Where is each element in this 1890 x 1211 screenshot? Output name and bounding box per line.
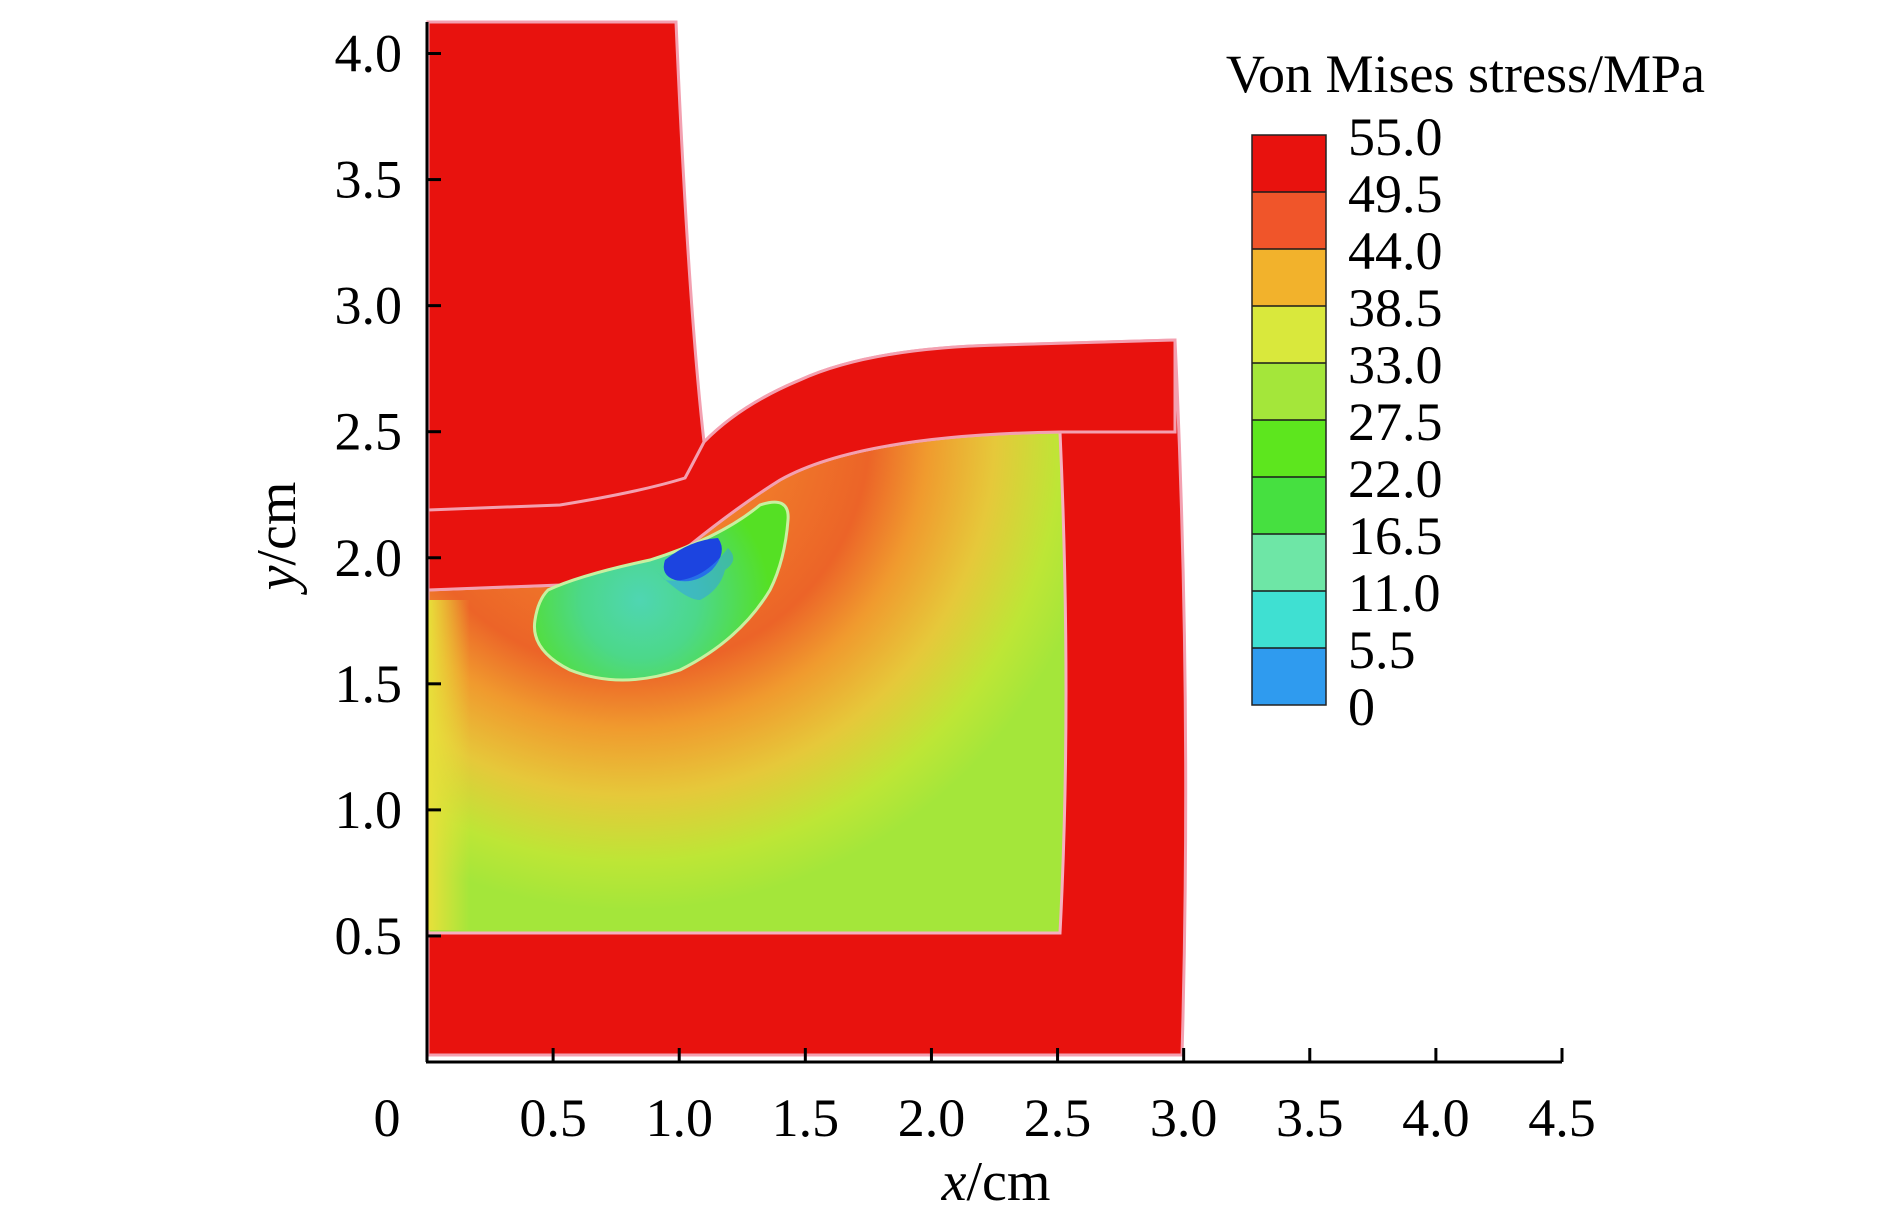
upper-boundary-band [426,338,1177,592]
left-edge-band [428,600,470,930]
colorbar-level-label: 27.5 [1348,392,1443,452]
x-tick-label: 2.0 [898,1088,966,1148]
colorbar-segment [1252,192,1326,249]
x-tick-label: 0 [374,1088,401,1148]
colorbar-level-label: 22.0 [1348,449,1443,509]
colorbar-segment [1252,363,1326,420]
colorbar-labels: 55.049.544.038.533.027.522.016.511.05.50 [1348,107,1443,737]
colorbar-level-label: 55.0 [1348,107,1443,167]
x-tick-label: 1.0 [645,1088,713,1148]
y-tick-label: 2.0 [335,528,403,588]
low-stress-zone [532,500,790,682]
colorbar-level-label: 0 [1348,677,1375,737]
colorbar-segments [1251,134,1327,706]
colorbar-segment [1252,420,1326,477]
colorbar-segment [1252,648,1326,705]
y-tick-label: 3.5 [335,150,403,210]
colorbar-segment [1252,591,1326,648]
colorbar-level-label: 44.0 [1348,221,1443,281]
colorbar-level-label: 5.5 [1348,620,1416,680]
colorbar-title: Von Mises stress/MPa [1226,44,1705,104]
colorbar-level-label: 38.5 [1348,278,1443,338]
x-tick-label: 0.5 [519,1088,587,1148]
x-axis-ticks [551,1048,1564,1062]
y-tick-label: 4.0 [335,24,403,84]
colorbar-level-label: 11.0 [1348,563,1441,623]
colorbar-level-label: 33.0 [1348,335,1443,395]
colorbar-frame [1251,134,1327,706]
axes: 0 0.5 1.0 1.5 2.0 2.5 3.0 3.5 4.0 4.5 0.5 1.0 1.5 2.… [246,22,1596,1211]
y-tick-label: 2.5 [335,402,403,462]
colorbar-level-label: 49.5 [1348,164,1443,224]
contour-field [426,20,1188,1057]
colorbar-segment [1252,306,1326,363]
y-tick-label: 1.5 [335,654,403,714]
x-tick-label: 1.5 [772,1088,840,1148]
colorbar-segment [1252,249,1326,306]
y-axis-tick-labels: 0.5 1.0 1.5 2.0 2.5 3.0 3.5 4.0 [335,24,403,966]
x-tick-label: 4.5 [1528,1088,1596,1148]
colorbar-segment [1252,534,1326,591]
colorbar-segment [1252,135,1326,192]
minimum-stress-halo [655,548,734,600]
x-axis-title: x/cm [941,1151,1051,1211]
y-tick-label: 3.0 [335,276,403,336]
colorbar-legend: Von Mises stress/MPa 55.049.544.038.533.… [1226,44,1705,737]
x-tick-label: 4.0 [1402,1088,1470,1148]
y-axis-title: y/cm [246,482,308,596]
x-tick-label: 2.5 [1024,1088,1092,1148]
colorbar-segment [1252,477,1326,534]
y-tick-label: 0.5 [335,906,403,966]
x-tick-label: 3.5 [1276,1088,1344,1148]
y-tick-label: 1.0 [335,780,403,840]
x-axis-tick-labels: 0 0.5 1.0 1.5 2.0 2.5 3.0 3.5 4.0 4.5 [374,1088,1596,1148]
colorbar-level-label: 16.5 [1348,506,1443,566]
y-axis-ticks [427,52,441,938]
x-tick-label: 3.0 [1150,1088,1218,1148]
